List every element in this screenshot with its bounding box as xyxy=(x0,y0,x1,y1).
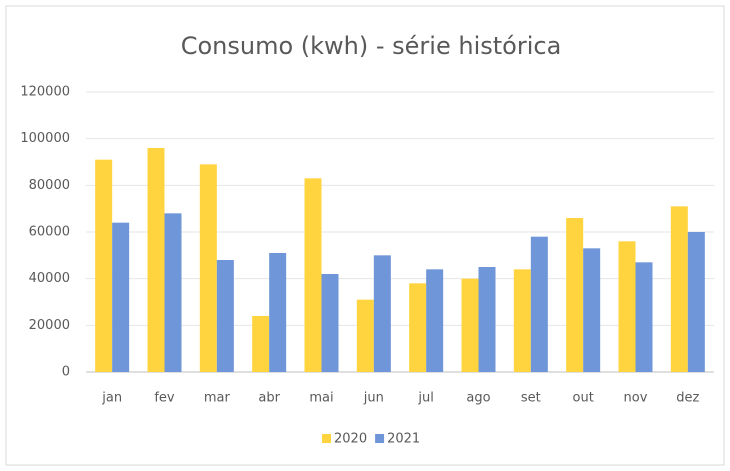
x-tick-label: set xyxy=(521,391,541,406)
y-tick-label: 60000 xyxy=(29,225,70,240)
bar xyxy=(252,316,270,372)
bar xyxy=(409,283,427,372)
bar xyxy=(373,255,391,372)
bar xyxy=(566,218,584,372)
y-tick-label: 120000 xyxy=(20,85,70,100)
x-tick-label: nov xyxy=(624,391,648,406)
y-tick-label: 0 xyxy=(62,365,70,380)
x-tick-label: jun xyxy=(363,391,384,406)
bar xyxy=(304,178,322,372)
bar xyxy=(635,262,653,372)
bar xyxy=(426,269,444,372)
bar xyxy=(95,159,113,372)
bar xyxy=(687,232,705,372)
x-tick-label: jul xyxy=(417,391,433,406)
y-tick-label: 100000 xyxy=(20,131,70,146)
bar xyxy=(356,299,374,372)
bar xyxy=(112,222,130,372)
x-tick-label: ago xyxy=(466,391,490,406)
bar xyxy=(269,253,287,372)
y-tick-label: 80000 xyxy=(29,178,70,193)
legend-swatch xyxy=(375,434,385,443)
bar xyxy=(461,278,479,372)
x-tick-label: mai xyxy=(309,391,333,406)
x-tick-label: mar xyxy=(204,391,231,406)
bar xyxy=(583,248,601,372)
legend-swatch xyxy=(322,434,331,443)
legend-label: 2021 xyxy=(387,432,420,447)
x-tick-label: abr xyxy=(258,391,280,406)
bar xyxy=(530,236,548,372)
bar xyxy=(164,213,182,372)
bar xyxy=(670,206,688,372)
y-tick-label: 20000 xyxy=(29,318,70,333)
bar xyxy=(513,269,531,372)
x-tick-label: out xyxy=(573,391,594,406)
bar xyxy=(478,267,496,372)
legend-label: 2020 xyxy=(334,432,367,447)
x-tick-label: dez xyxy=(676,391,699,406)
bar xyxy=(321,274,339,372)
chart-title: Consumo (kwh) - série histórica xyxy=(181,32,562,60)
bar xyxy=(147,148,165,372)
bar xyxy=(216,260,234,372)
x-tick-label: fev xyxy=(154,391,175,406)
bar xyxy=(199,164,217,372)
bar xyxy=(618,241,636,372)
y-tick-label: 40000 xyxy=(29,271,70,286)
x-tick-label: jan xyxy=(101,391,122,406)
